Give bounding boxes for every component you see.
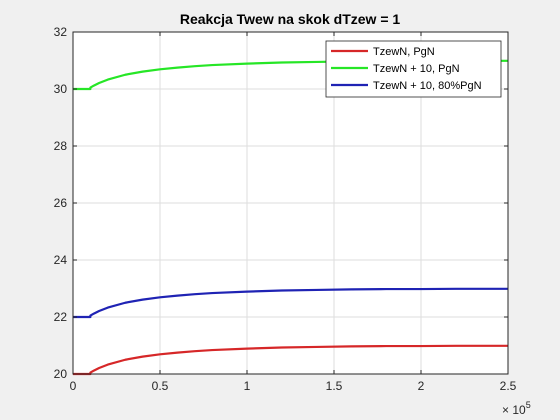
x-tick-label: 2.5 — [500, 379, 517, 393]
y-tick-label: 26 — [54, 196, 68, 210]
chart-title: Reakcja Twew na skok dTzew = 1 — [180, 11, 401, 27]
legend-label-3: TzewN + 10, 80%PgN — [373, 80, 482, 92]
y-tick-label: 28 — [54, 139, 68, 153]
y-tick-label: 20 — [54, 367, 68, 381]
legend-label-1: TzewN, PgN — [373, 46, 435, 58]
y-tick-label: 30 — [54, 82, 68, 96]
x-exponent-label: × 105 — [502, 400, 531, 417]
y-tick-label: 24 — [54, 253, 68, 267]
x-tick-label: 2 — [418, 379, 425, 393]
x-tick-label: 1.5 — [326, 379, 343, 393]
series-line-3 — [73, 287, 508, 319]
legend: TzewN, PgN TzewN + 10, PgN TzewN + 10, 80%… — [325, 40, 502, 98]
series-line-1 — [73, 344, 508, 376]
x-exponent-power: 5 — [526, 400, 531, 410]
x-tick-label: 0.5 — [152, 379, 169, 393]
tick-labels: 0 0.5 1 1.5 2 2.5 20 22 24 26 28 30 32 — [54, 25, 517, 393]
ticks — [72, 31, 509, 375]
y-tick-label: 32 — [54, 25, 68, 39]
x-tick-label: 1 — [244, 379, 251, 393]
legend-label-2: TzewN + 10, PgN — [373, 63, 460, 75]
x-tick-label: 0 — [70, 379, 77, 393]
y-tick-label: 22 — [54, 310, 68, 324]
x-exponent-base: × 10 — [502, 403, 526, 417]
